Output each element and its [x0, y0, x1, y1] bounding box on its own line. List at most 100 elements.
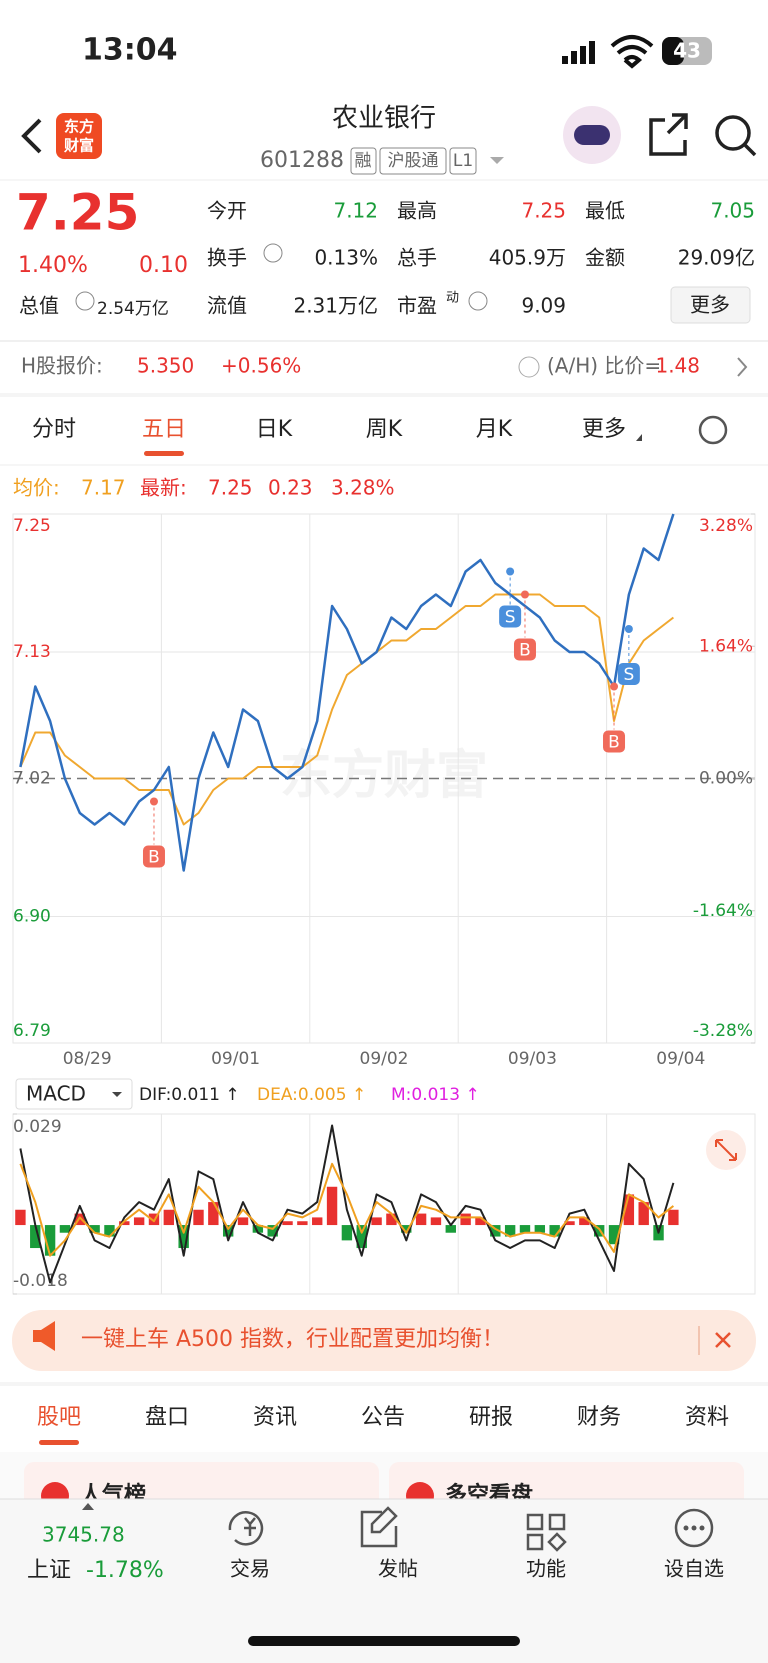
trade-label: S [623, 665, 634, 685]
macd-bar [297, 1221, 308, 1226]
divider [0, 393, 768, 397]
macd-bar [415, 1213, 427, 1226]
stat-value: 405.9万 [489, 246, 566, 270]
macd-line [19, 1162, 675, 1257]
help-icon[interactable] [518, 356, 540, 378]
nav-dot [699, 1525, 705, 1531]
trade-label: B [519, 641, 531, 661]
section-tab[interactable]: 资料 [685, 1405, 729, 1430]
trade-badge[interactable] [603, 730, 626, 753]
section-tabs: 股吧 盘口 资讯 公告 研报 财务 资料 [37, 1405, 729, 1445]
nav-icon[interactable] [360, 1506, 398, 1548]
section-tab[interactable]: 公告 [361, 1405, 405, 1430]
chart-tab[interactable]: 五日 [142, 417, 186, 442]
hshare-change: +0.56% [221, 354, 301, 378]
macd-bar [74, 1213, 85, 1226]
index-change: -1.78% [86, 1558, 164, 1583]
back-button[interactable] [21, 118, 42, 154]
trade-label: B [608, 733, 620, 753]
last-value: 7.25 [208, 476, 253, 500]
stat-label: 总值 [19, 294, 59, 318]
info-icon[interactable] [75, 291, 95, 311]
trade-label: B [148, 848, 160, 868]
price-chart: 08/29 09/01 09/02 09/03 09/04 7.25 7.13 7.02 6.9… [12, 513, 756, 1069]
trade-point [520, 590, 529, 599]
banner[interactable] [12, 1310, 756, 1371]
more-button[interactable] [670, 286, 751, 324]
macd-bar [267, 1225, 278, 1237]
search-button[interactable] [715, 115, 751, 151]
section-tab[interactable]: 资讯 [253, 1405, 297, 1430]
trade-badge[interactable] [499, 605, 522, 628]
home-indicator [248, 1636, 520, 1646]
signal-icon [562, 41, 595, 64]
macd-bar [593, 1225, 605, 1237]
chart-tab[interactable]: 周K [366, 417, 403, 442]
battery-level [662, 37, 684, 65]
expand-icon[interactable] [82, 1503, 94, 1510]
banner-close[interactable] [715, 1332, 731, 1348]
nav-dot [691, 1525, 697, 1531]
indicator-name: MACD [26, 1082, 86, 1106]
x-tick-label: 09/04 [656, 1049, 705, 1069]
series-line [19, 513, 675, 872]
expand-icon [715, 1139, 737, 1161]
search-handle [743, 143, 757, 157]
tag: 融 [355, 151, 372, 171]
trade-badge[interactable] [617, 663, 640, 685]
section-tab[interactable]: 盘口 [145, 1405, 189, 1430]
tags [350, 147, 477, 175]
nav-icon[interactable] [674, 1508, 714, 1548]
stat-label: 今开 [207, 199, 247, 223]
section-tab[interactable]: 研报 [469, 1405, 513, 1430]
indicator-value: DEA:0.005 ↑ [257, 1085, 366, 1105]
nav-icon[interactable] [228, 1511, 264, 1546]
tag: L1 [453, 151, 473, 171]
macd-bar [44, 1225, 56, 1256]
chart-tab[interactable]: 更多 [582, 417, 626, 442]
chart-tab[interactable]: 分时 [32, 417, 76, 442]
nav-label[interactable]: 设自选 [664, 1557, 724, 1581]
macd-bar [89, 1225, 100, 1233]
trade-badge[interactable] [142, 845, 165, 868]
hshare-label: H股报价: [21, 354, 103, 378]
stat-label: 总手 [397, 246, 437, 270]
logo[interactable] [56, 113, 102, 159]
macd-bar [252, 1225, 264, 1233]
y2-tick-label: -3.28% [693, 1021, 753, 1041]
macd-bar [237, 1217, 249, 1226]
info-icon[interactable] [468, 291, 488, 311]
watermark: 东方财富 [280, 746, 488, 806]
section-tab[interactable]: 股吧 [37, 1405, 81, 1430]
stat-value: 2.31万亿 [293, 294, 378, 318]
macd-bar [623, 1194, 635, 1226]
trade-badge[interactable] [513, 638, 536, 661]
y2-tick-label: 1.64% [699, 636, 753, 656]
chart-tab[interactable]: 月K [476, 417, 513, 442]
series-line [19, 593, 675, 826]
avg-value: 7.17 [81, 476, 126, 500]
nav-icon[interactable] [526, 1513, 567, 1552]
change: 0.10 [139, 253, 188, 278]
stat-value: 0.13% [314, 246, 378, 270]
avg-label: 均价: [13, 476, 60, 500]
indicator-select[interactable] [15, 1078, 133, 1110]
section-tab[interactable]: 财务 [577, 1405, 621, 1430]
stat-label: 换手 [207, 246, 247, 270]
nav-label[interactable]: 交易 [230, 1557, 270, 1581]
megaphone-icon [33, 1321, 55, 1351]
dropdown-icon[interactable] [490, 157, 504, 164]
nav-label[interactable]: 发帖 [378, 1557, 418, 1581]
indicator-value: DIF:0.011 ↑ [139, 1085, 240, 1105]
settings-button[interactable] [698, 415, 728, 445]
stock-name: 农业银行 [332, 104, 436, 134]
chevron[interactable] [737, 357, 748, 377]
chart-tab[interactable]: 日K [256, 417, 293, 442]
info-icon[interactable] [263, 243, 283, 263]
nav-label[interactable]: 功能 [526, 1557, 566, 1581]
share-button[interactable] [649, 113, 688, 156]
macd-bar [326, 1186, 338, 1226]
macd-bar [371, 1217, 382, 1226]
avatar-face [574, 125, 610, 145]
